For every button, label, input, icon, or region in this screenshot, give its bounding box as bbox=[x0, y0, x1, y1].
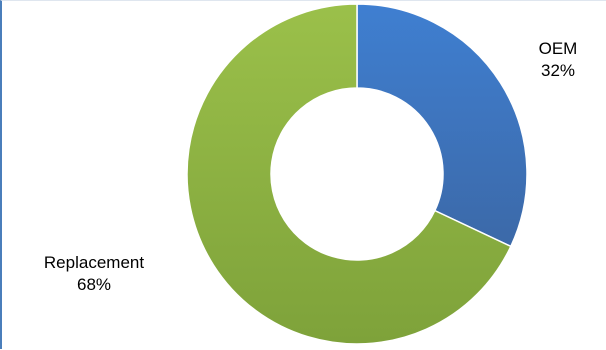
slice-oem bbox=[356, 3, 528, 248]
data-label-replacement-value: 68% bbox=[76, 275, 112, 294]
data-label-replacement-category: Replacement bbox=[43, 253, 145, 272]
slices-group bbox=[186, 3, 528, 345]
data-label-oem: OEM 32% bbox=[528, 38, 588, 82]
data-label-oem-value: 32% bbox=[540, 61, 576, 80]
data-label-replacement: Replacement 68% bbox=[24, 252, 164, 296]
data-label-oem-category: OEM bbox=[538, 39, 578, 58]
slice-replacement bbox=[186, 3, 512, 345]
